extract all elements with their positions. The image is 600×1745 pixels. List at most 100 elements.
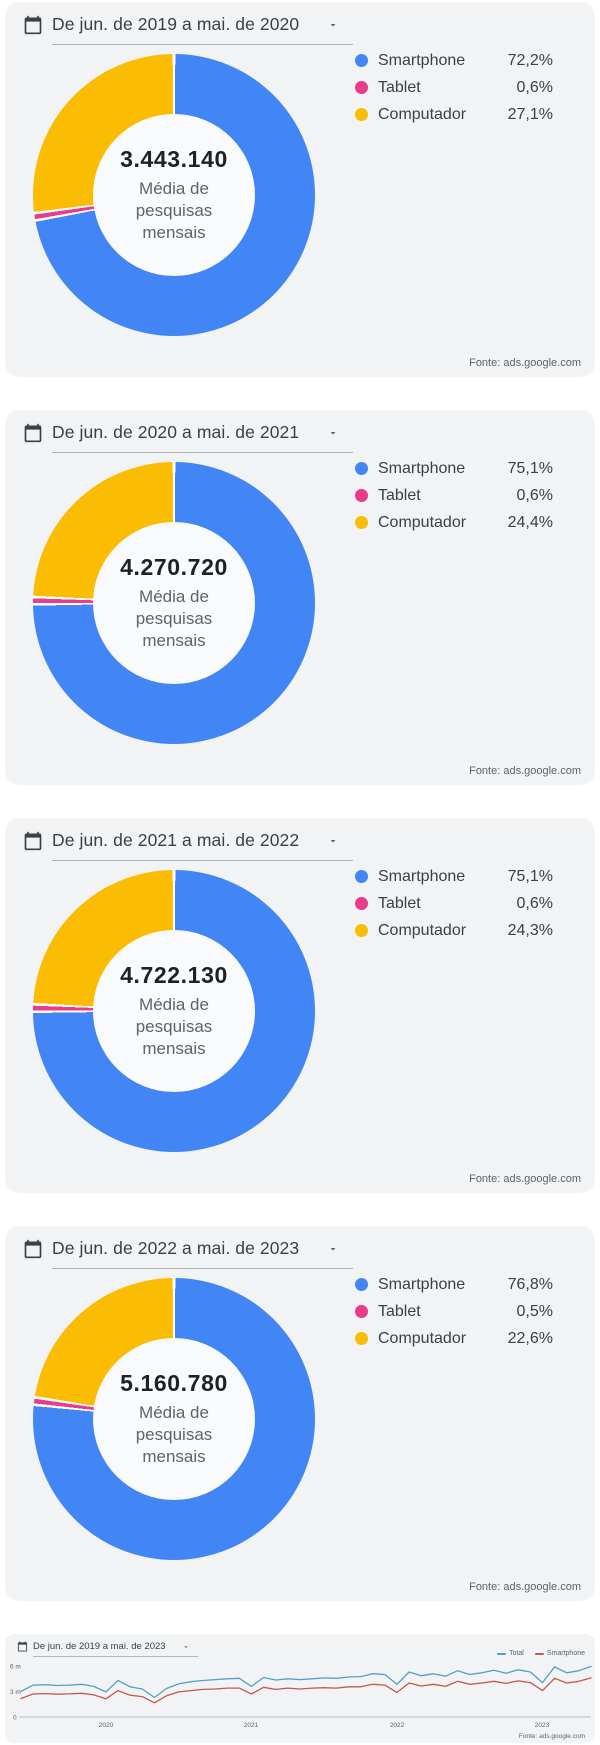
legend-value: 27,1% [507,105,553,123]
x-tick-2023: 2023 [535,1722,550,1729]
legend-label: Computador [378,513,467,531]
legend-label: Computador [378,921,467,939]
legend-label: Smartphone [378,867,466,885]
line-total [20,1665,592,1699]
donut-chart[interactable]: 5.160.780 Média de pesquisas mensais [33,1278,315,1560]
legend-label: Computador [378,105,467,123]
source-label: Fonte: ads.google.com [469,357,581,369]
legend-item-computador: Computador 22,6% [355,1325,553,1352]
legend-label: Total [509,1650,524,1657]
period-label: De jun. de 2022 a mai. de 2023 [52,1238,300,1258]
legend-item-tablet: Tablet 0,6% [355,890,553,917]
period-selector[interactable]: De jun. de 2021 a mai. de 2022 [23,830,354,861]
line-smartphone [20,1677,592,1704]
legend: Smartphone 76,8% Tablet 0,5% Computador … [355,1271,553,1352]
donut-card-2020-2021: De jun. de 2020 a mai. de 2021 4.270.720… [5,410,595,785]
legend: Smartphone 75,1% Tablet 0,6% Computador … [355,863,553,944]
period-underline: De jun. de 2022 a mai. de 2023 [52,1238,354,1269]
legend: Smartphone 75,1% Tablet 0,6% Computador … [355,455,553,536]
source-label: Fonte: ads.google.com [518,1733,585,1740]
legend-dot-tablet [355,897,368,910]
total-searches-caption: Média de pesquisas mensais [135,1403,213,1466]
legend-item-total: Total [497,1650,524,1657]
x-tick-2021: 2021 [244,1722,259,1729]
donut-chart[interactable]: 4.722.130 Média de pesquisas mensais [33,870,315,1152]
period-selector[interactable]: De jun. de 2022 a mai. de 2023 [23,1238,354,1269]
legend-dash-total [497,1652,507,1655]
legend-value: 76,8% [507,1275,553,1293]
legend-dot-tablet [355,81,368,94]
period-selector[interactable]: De jun. de 2019 a mai. de 2020 [23,14,354,45]
legend-item-smartphone: Smartphone 75,1% [355,863,553,890]
chevron-down-icon [327,1243,339,1255]
legend-item-smartphone: Smartphone 76,8% [355,1271,553,1298]
x-tick-2020: 2020 [99,1722,114,1729]
period-label: De jun. de 2019 a mai. de 2023 [33,1641,166,1652]
calendar-icon [23,1239,43,1259]
legend-label: Smartphone [546,1650,585,1657]
legend-value: 0,6% [516,78,553,96]
chevron-down-icon [327,19,339,31]
legend-value: 24,4% [507,513,553,531]
legend-dot-computador [355,516,368,529]
legend-dash-smartphone [534,1652,544,1655]
period-underline: De jun. de 2019 a mai. de 2023 [33,1641,198,1657]
legend-value: 24,3% [507,921,553,939]
legend-dot-computador [355,924,368,937]
donut-chart[interactable]: 4.270.720 Média de pesquisas mensais [33,462,315,744]
legend-label: Computador [378,1329,467,1347]
legend-value: 75,1% [507,867,553,885]
period-underline: De jun. de 2021 a mai. de 2022 [52,830,354,861]
legend-item-tablet: Tablet 0,6% [355,74,553,101]
legend-dot-smartphone [355,54,368,67]
x-tick-2022: 2022 [390,1722,405,1729]
legend-dot-computador [355,108,368,121]
total-searches-value: 5.160.780 [120,1370,228,1396]
period-label: De jun. de 2020 a mai. de 2021 [52,422,300,442]
legend-dot-computador [355,1332,368,1345]
legend-dot-tablet [355,489,368,502]
legend-item-smartphone: Smartphone 75,1% [355,455,553,482]
chevron-down-icon [182,1643,190,1651]
y-tick-0: 0 [13,1715,17,1722]
donut-card-2021-2022: De jun. de 2021 a mai. de 2022 4.722.130… [5,818,595,1193]
total-searches-value: 3.443.140 [120,146,228,172]
period-underline: De jun. de 2020 a mai. de 2021 [52,422,354,453]
legend-item-smartphone: Smartphone [534,1650,585,1657]
legend-label: Smartphone [378,459,466,477]
period-selector[interactable]: De jun. de 2019 a mai. de 2023 [17,1641,198,1657]
calendar-icon [23,423,43,443]
calendar-icon [23,831,43,851]
total-searches-caption: Média de pesquisas mensais [135,587,213,650]
total-searches-value: 4.722.130 [120,962,228,988]
legend-value: 0,5% [516,1302,553,1320]
legend-value: 0,6% [516,486,553,504]
total-searches-caption: Média de pesquisas mensais [135,179,213,242]
legend-label: Smartphone [378,1275,466,1293]
legend-item-tablet: Tablet 0,5% [355,1298,553,1325]
legend-label: Tablet [378,1302,421,1320]
calendar-icon [23,15,43,35]
total-searches-value: 4.270.720 [120,554,228,580]
period-selector[interactable]: De jun. de 2020 a mai. de 2021 [23,422,354,453]
chevron-down-icon [327,427,339,439]
donut-center: 4.722.130 Média de pesquisas mensais [93,930,255,1092]
total-searches-caption: Média de pesquisas mensais [135,995,213,1058]
legend-item-computador: Computador 24,3% [355,917,553,944]
legend-item-computador: Computador 24,4% [355,509,553,536]
legend-value: 75,1% [507,459,553,477]
legend-value: 0,6% [516,894,553,912]
donut-card-2022-2023: De jun. de 2022 a mai. de 2023 5.160.780… [5,1226,595,1601]
legend: Smartphone 72,2% Tablet 0,6% Computador … [355,47,553,128]
y-tick-3m: 3 m [10,1689,21,1696]
chevron-down-icon [327,835,339,847]
donut-card-2019-2020: De jun. de 2019 a mai. de 2020 3.443.140… [5,2,595,377]
donut-chart[interactable]: 3.443.140 Média de pesquisas mensais [33,54,315,336]
trend-line-chart[interactable]: 6 m 3 m 0 2020 2021 2022 2023 [5,1634,595,1743]
donut-center: 3.443.140 Média de pesquisas mensais [93,114,255,276]
legend-item-smartphone: Smartphone 72,2% [355,47,553,74]
legend-dot-smartphone [355,1278,368,1291]
legend-value: 22,6% [507,1329,553,1347]
source-label: Fonte: ads.google.com [469,1173,581,1185]
